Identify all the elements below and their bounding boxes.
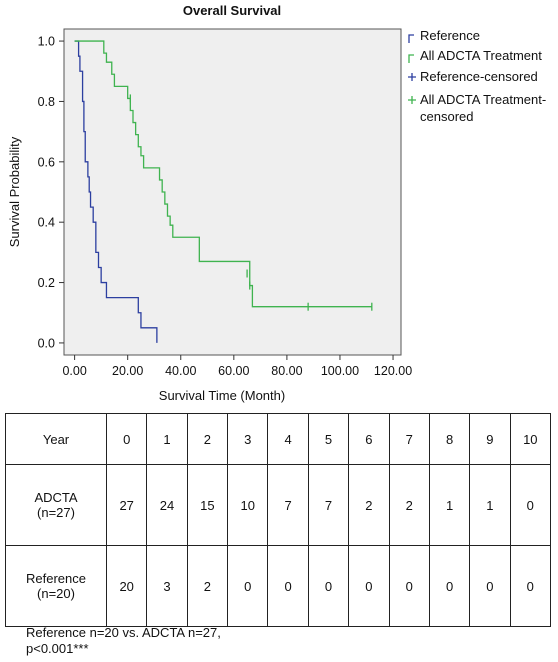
footnote-line: p<0.001*** — [26, 641, 89, 656]
row-label-line: (n=27) — [37, 505, 75, 520]
table-cell: 2 — [186, 545, 229, 627]
year-cell: 10 — [509, 413, 552, 465]
y-tick-label: 0.0 — [38, 336, 55, 350]
legend-reference-censored-label: Reference-censored — [420, 69, 538, 84]
y-tick-label: 1.0 — [38, 35, 55, 49]
table-cell: 1 — [428, 464, 471, 546]
plot-area — [63, 28, 402, 356]
table-cell: 27 — [105, 464, 148, 546]
year-cell: 3 — [227, 413, 269, 465]
censor-marks — [129, 94, 373, 311]
row-label-line: ADCTA — [34, 490, 78, 505]
table-cell: 0 — [509, 464, 552, 546]
legend-reference-censored-swatch — [408, 73, 416, 81]
table-cell: 24 — [146, 464, 188, 546]
year-cell: 4 — [267, 413, 309, 465]
table-cell: 20 — [105, 545, 148, 627]
year-cell: 0 — [105, 413, 148, 465]
year-cell: 7 — [388, 413, 430, 465]
year-cell: 2 — [186, 413, 229, 465]
table-cell: 10 — [227, 464, 269, 546]
table-cell: 7 — [307, 464, 350, 546]
x-axis-ticks: 0.00 20.00 40.00 60.00 80.00 100.00 120.00 — [62, 355, 412, 378]
x-axis-label: Survival Time (Month) — [159, 388, 285, 403]
row-label-line: (n=20) — [37, 586, 75, 601]
table-cell: 7 — [267, 464, 309, 546]
legend-adcta-swatch — [408, 54, 414, 63]
table-cell: 0 — [509, 545, 552, 627]
legend-adcta-censored-label-line1: All ADCTA Treatment- — [420, 92, 546, 107]
table-cell: 0 — [267, 545, 309, 627]
legend-reference-swatch — [408, 34, 414, 43]
y-tick-label: 0.6 — [38, 155, 55, 169]
legend-adcta-censored-swatch — [408, 96, 416, 104]
table-cell: 0 — [348, 545, 390, 627]
row-label-line: Reference — [26, 571, 86, 586]
km-survival-chart: Overall Survival 0.00 20.00 40.00 60.00 80.0… — [7, 3, 546, 403]
number-at-risk-table: Year 0 1 2 3 4 5 6 7 8 9 10 ADCTA (n=27)… — [5, 413, 552, 627]
x-tick-label: 100.00 — [321, 364, 359, 378]
survival-curve-all-adcta-treatment — [74, 40, 372, 308]
table-cell: 2 — [388, 464, 430, 546]
row-label-reference: Reference (n=20) — [5, 545, 107, 627]
legend-adcta-censored-label-line2: censored — [420, 109, 473, 124]
footnote: Reference n=20 vs. ADCTA n=27, p<0.001**… — [26, 625, 221, 657]
table-row-adcta: ADCTA (n=27) 27 24 15 10 7 7 2 2 1 1 0 — [5, 464, 552, 546]
x-tick-label: 0.00 — [62, 364, 86, 378]
year-cell: 6 — [348, 413, 390, 465]
table-row-reference: Reference (n=20) 20 3 2 0 0 0 0 0 0 0 0 — [5, 545, 552, 627]
legend-adcta-label: All ADCTA Treatment — [420, 48, 542, 63]
x-tick-label: 20.00 — [112, 364, 143, 378]
year-header-cell: Year — [5, 413, 107, 465]
table-cell: 0 — [227, 545, 269, 627]
y-tick-label: 0.4 — [38, 216, 55, 230]
y-axis-ticks: 0.0 0.2 0.4 0.6 0.8 1.0 — [38, 35, 64, 350]
x-tick-label: 80.00 — [271, 364, 302, 378]
y-axis-label: Survival Probability — [7, 136, 22, 247]
table-cell: 1 — [469, 464, 511, 546]
y-tick-label: 0.8 — [38, 95, 55, 109]
table-cell: 2 — [348, 464, 390, 546]
year-cell: 9 — [469, 413, 511, 465]
table-cell: 3 — [146, 545, 188, 627]
x-tick-label: 40.00 — [165, 364, 196, 378]
table-cell: 0 — [307, 545, 350, 627]
year-cell: 5 — [307, 413, 350, 465]
survival-curve-reference — [74, 40, 158, 343]
year-cell: 1 — [146, 413, 188, 465]
survival-curves — [74, 40, 372, 343]
table-cell: 15 — [186, 464, 229, 546]
footnote-line: Reference n=20 vs. ADCTA n=27, — [26, 625, 221, 640]
legend: Reference All ADCTA Treatment Reference-… — [408, 28, 546, 124]
table-cell: 0 — [428, 545, 471, 627]
row-label-adcta: ADCTA (n=27) — [5, 464, 107, 546]
y-tick-label: 0.2 — [38, 276, 55, 290]
table-header-row: Year 0 1 2 3 4 5 6 7 8 9 10 — [5, 413, 552, 465]
table-cell: 0 — [469, 545, 511, 627]
legend-reference-label: Reference — [420, 28, 480, 43]
x-tick-label: 120.00 — [374, 364, 412, 378]
year-cell: 8 — [428, 413, 471, 465]
x-tick-label: 60.00 — [218, 364, 249, 378]
table-cell: 0 — [388, 545, 430, 627]
chart-title: Overall Survival — [183, 3, 281, 18]
